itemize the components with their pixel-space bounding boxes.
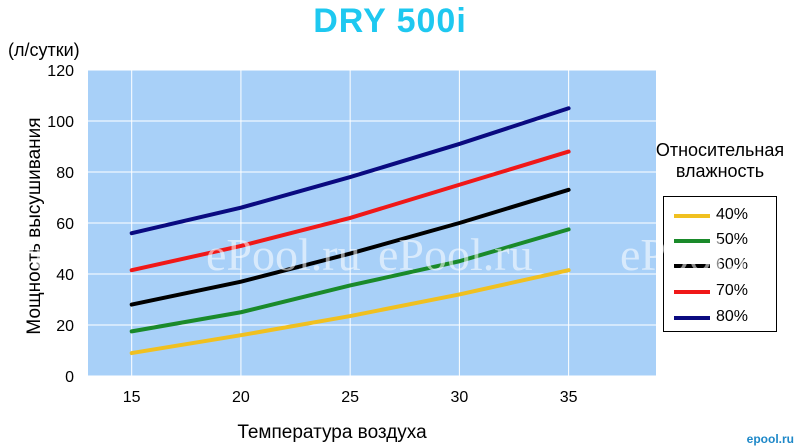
y-tick-label: 20 xyxy=(56,318,74,335)
y-axis-label: Мощность высушивания xyxy=(24,117,45,334)
legend-swatch xyxy=(674,316,710,320)
x-tick-label: 15 xyxy=(123,389,141,406)
legend-item-50: 50% xyxy=(674,230,774,252)
legend-swatch xyxy=(674,290,710,294)
y-tick-label: 100 xyxy=(47,114,74,131)
y-unit-label: (л/сутки) xyxy=(8,40,80,60)
legend-title: Относительная влажность xyxy=(655,140,785,181)
y-tick-label: 0 xyxy=(65,369,74,386)
legend-item-80: 80% xyxy=(674,307,774,329)
legend-label: 60% xyxy=(716,256,749,273)
series-line-70 xyxy=(129,149,571,273)
legend: 40% 50% 60% 70% 80% xyxy=(663,196,777,332)
legend-item-60: 60% xyxy=(674,255,774,277)
y-tick-label: 80 xyxy=(56,165,74,182)
legend-label: 80% xyxy=(716,308,749,325)
x-axis-label: Температура воздуха xyxy=(237,422,427,443)
legend-swatch xyxy=(674,214,710,218)
x-tick-label: 25 xyxy=(341,389,359,406)
chart-title: DRY 500i xyxy=(313,2,467,40)
legend-item-40: 40% xyxy=(674,205,774,227)
series-line-50 xyxy=(129,227,571,334)
legend-swatch xyxy=(674,239,710,243)
x-tick-label: 30 xyxy=(450,389,468,406)
y-tick-label: 60 xyxy=(56,216,74,233)
series-line-40 xyxy=(129,268,571,356)
y-tick-label: 40 xyxy=(56,267,74,284)
x-tick-label: 35 xyxy=(560,389,578,406)
corner-watermark: epool.ru xyxy=(746,432,794,446)
y-tick-label: 120 xyxy=(47,63,74,80)
x-tick-label: 20 xyxy=(232,389,250,406)
legend-label: 50% xyxy=(716,231,749,248)
series-line-60 xyxy=(129,187,571,307)
legend-item-70: 70% xyxy=(674,281,774,303)
legend-label: 40% xyxy=(716,206,749,223)
legend-swatch xyxy=(674,264,710,268)
series-line-80 xyxy=(129,106,571,236)
legend-label: 70% xyxy=(716,282,749,299)
